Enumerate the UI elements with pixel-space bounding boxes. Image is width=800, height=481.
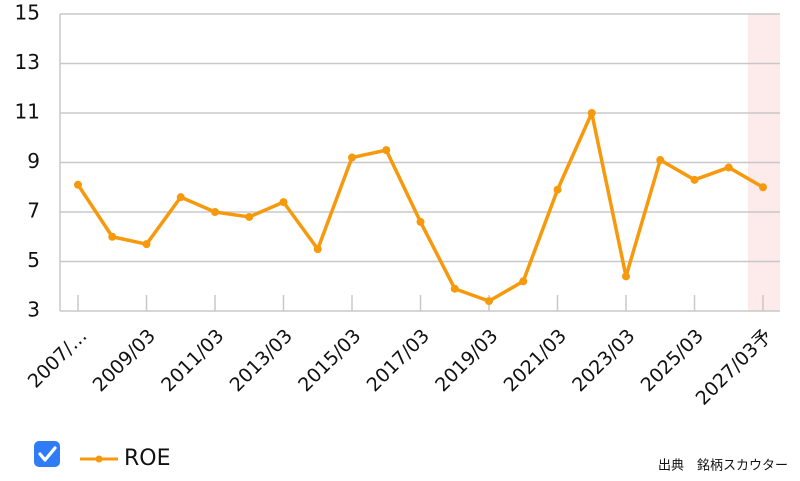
y-tick-label: 15 [15, 1, 40, 25]
y-tick-label: 7 [27, 199, 40, 223]
legend-checkbox[interactable] [34, 441, 60, 467]
data-point [176, 193, 185, 202]
y-tick-label: 11 [15, 100, 40, 124]
data-point [587, 109, 596, 117]
legend-marker [95, 455, 103, 463]
data-point [519, 277, 528, 286]
x-tick-label: 2009/03 [89, 325, 160, 396]
legend-label: ROE [124, 446, 171, 471]
data-point [622, 272, 630, 281]
data-point [108, 232, 117, 241]
data-point [416, 217, 425, 226]
x-tick-label: 2019/03 [431, 325, 502, 396]
data-point [142, 240, 151, 249]
y-tick-label: 5 [27, 248, 40, 272]
x-tick-label: 2023/03 [568, 325, 639, 396]
source-note: 出典 銘柄スカウター [658, 459, 788, 474]
data-point [279, 198, 288, 207]
data-point [245, 212, 254, 221]
checkmark [38, 446, 57, 462]
data-point [348, 153, 356, 162]
x-tick-label: 2013/03 [226, 325, 297, 396]
x-tick-label: 2021/03 [500, 325, 571, 396]
data-point [74, 180, 82, 189]
data-point [656, 156, 665, 165]
y-tick-label: 13 [15, 50, 40, 74]
data-point [313, 245, 322, 254]
x-tick-label: 2017/03 [363, 325, 434, 396]
legend: ROE [34, 441, 171, 471]
x-tick-label: 2025/03 [637, 325, 708, 396]
data-point [553, 185, 562, 194]
data-point [450, 284, 459, 293]
data-point [724, 163, 733, 172]
data-point [759, 183, 767, 192]
x-tick-label: 2015/03 [294, 325, 365, 396]
y-tick-label: 9 [27, 149, 40, 173]
data-point [690, 175, 699, 184]
x-tick-label: 2011/03 [157, 325, 228, 396]
x-tick-label: 2007/… [24, 325, 92, 393]
data-point [211, 208, 219, 216]
y-tick-label: 3 [27, 298, 40, 322]
data-point [382, 146, 391, 155]
data-line [76, 111, 764, 303]
data-point [485, 297, 493, 306]
